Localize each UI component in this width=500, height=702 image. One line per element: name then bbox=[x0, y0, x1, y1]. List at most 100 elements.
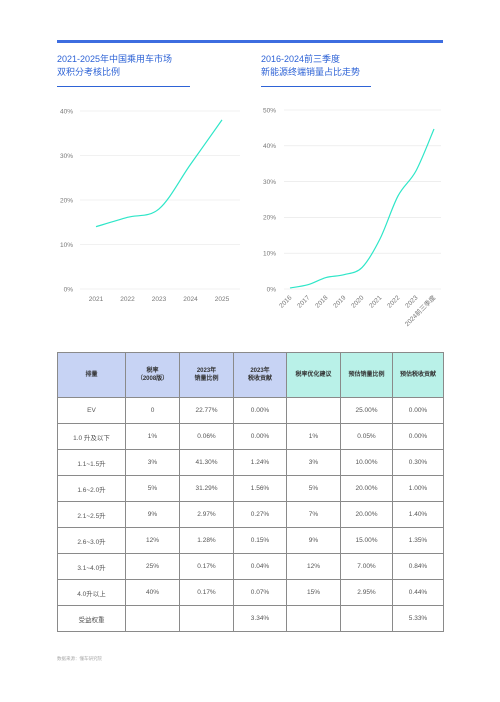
x-tick-label: 2018 bbox=[314, 294, 329, 309]
table-cell: 20.00% bbox=[340, 501, 393, 528]
chart1-title-underline bbox=[57, 86, 190, 87]
header-sales-share-2023: 2023年销量比例 bbox=[179, 352, 234, 398]
table-cell: 22.77% bbox=[179, 397, 234, 424]
table-cell: 3% bbox=[286, 449, 341, 476]
header-line: 税收贡献 bbox=[247, 376, 272, 382]
y-tick-label: 0% bbox=[64, 286, 74, 293]
table-cell: 0.30% bbox=[392, 449, 444, 476]
header-tax-contribution-2023: 2023年税收贡献 bbox=[233, 352, 287, 398]
table-cell: 2.97% bbox=[179, 501, 234, 528]
table-cell: 1.40% bbox=[392, 501, 444, 528]
table-cell: 3.34% bbox=[233, 605, 287, 632]
y-tick-label: 40% bbox=[263, 143, 276, 150]
header-tax-rate: 税率 （2008版） bbox=[125, 352, 180, 398]
x-tick-label: 2025 bbox=[215, 296, 230, 303]
y-tick-label: 20% bbox=[263, 215, 276, 222]
table-cell: 0.15% bbox=[233, 527, 287, 554]
table-cell bbox=[286, 397, 341, 424]
y-tick-label: 30% bbox=[60, 153, 73, 160]
header-line: 销量比例 bbox=[194, 376, 219, 382]
tax-table: 排量 税率 （2008版） 2023年 销量比例 2023年 税收贡献 税率优化建议 … bbox=[57, 352, 444, 632]
table-cell: 10.00% bbox=[340, 449, 393, 476]
table-row: 受益权重 3.34% 5.33% bbox=[57, 605, 444, 632]
table-row: 3.1~4.0升 25% 0.17% 0.04% 12% 7.00% 0.84% bbox=[57, 553, 444, 580]
table-cell: 0.04% bbox=[233, 553, 287, 580]
table-cell: 9% bbox=[125, 501, 180, 528]
y-tick-label: 0% bbox=[267, 286, 277, 293]
y-tick-label: 40% bbox=[60, 108, 73, 115]
table-row: EV 0 22.77% 0.00% 25.00% 0.00% bbox=[57, 397, 444, 424]
table-cell: 40% bbox=[125, 579, 180, 606]
table-cell: 0.00% bbox=[392, 397, 444, 424]
table-cell: 4.0升以上 bbox=[57, 579, 126, 606]
table-cell: 1.35% bbox=[392, 527, 444, 554]
chart2-title: 2016-2024前三季度 新能源终端销量占比走势 bbox=[261, 53, 360, 79]
table-cell: 41.30% bbox=[179, 449, 234, 476]
table-cell bbox=[286, 605, 341, 632]
table-cell: 0.17% bbox=[179, 553, 234, 580]
table-row: 1.6~2.0升 5% 31.29% 1.56% 5% 20.00% 1.00% bbox=[57, 475, 444, 502]
x-tick-label: 2022 bbox=[386, 294, 401, 309]
table-cell: 0.84% bbox=[392, 553, 444, 580]
chart2-title-underline bbox=[261, 86, 371, 87]
chart2-title-line1: 2016-2024前三季度 bbox=[261, 54, 341, 64]
chart1-title: 2021-2025年中国乘用车市场 双积分考核比例 bbox=[57, 53, 172, 79]
table-cell: 1.56% bbox=[233, 475, 287, 502]
source-note: 数据来源：懂车研究院 bbox=[57, 656, 102, 661]
table-cell: 1.28% bbox=[179, 527, 234, 554]
table-cell: 5% bbox=[125, 475, 180, 502]
table-cell: 0 bbox=[125, 397, 180, 424]
table-cell: 0.27% bbox=[233, 501, 287, 528]
x-tick-label: 2024前三季度 bbox=[402, 293, 437, 328]
y-tick-label: 50% bbox=[263, 107, 276, 114]
y-tick-label: 30% bbox=[263, 179, 276, 186]
x-tick-label: 2017 bbox=[296, 294, 311, 309]
table-cell: 3.1~4.0升 bbox=[57, 553, 126, 580]
header-line: 2023年 bbox=[196, 368, 217, 374]
table-cell: 15.00% bbox=[340, 527, 393, 554]
table-row: 2.6~3.0升 12% 1.28% 0.15% 9% 15.00% 1.35% bbox=[57, 527, 444, 554]
table-cell: 25.00% bbox=[340, 397, 393, 424]
table-cell: 0.00% bbox=[233, 397, 287, 424]
y-tick-label: 10% bbox=[263, 251, 276, 258]
table-cell bbox=[340, 605, 393, 632]
table-cell: 2.6~3.0升 bbox=[57, 527, 126, 554]
table-cell: 0.05% bbox=[340, 423, 393, 450]
table-cell: 0.44% bbox=[392, 579, 444, 606]
table-cell: 1.00% bbox=[392, 475, 444, 502]
table-cell: 受益权重 bbox=[57, 605, 126, 632]
header-line: 税率 bbox=[146, 368, 159, 374]
table-cell: EV bbox=[57, 397, 126, 424]
table-row: 1.1~1.5升 3% 41.30% 1.24% 3% 10.00% 0.30% bbox=[57, 449, 444, 476]
x-tick-label: 2024 bbox=[183, 296, 198, 303]
table-cell: 12% bbox=[286, 553, 341, 580]
header-rate-suggestion: 税率优化建议 bbox=[286, 352, 341, 398]
table-cell: 0.07% bbox=[233, 579, 287, 606]
header-estimated-tax-contribution: 预估税收贡献 bbox=[392, 352, 444, 398]
table-cell: 5% bbox=[286, 475, 341, 502]
x-tick-label: 2021 bbox=[89, 296, 104, 303]
header-line: 2023年 bbox=[250, 368, 270, 374]
table-cell: 0.00% bbox=[233, 423, 287, 450]
table-cell: 1% bbox=[286, 423, 341, 450]
header-displacement: 排量 bbox=[57, 352, 126, 398]
header-estimated-sales-share: 预估销量比例 bbox=[340, 352, 393, 398]
x-tick-label: 2021 bbox=[368, 294, 383, 309]
y-tick-label: 10% bbox=[60, 242, 73, 249]
series-line bbox=[289, 128, 435, 289]
table-cell: 0.00% bbox=[392, 423, 444, 450]
table-header-row: 排量 税率 （2008版） 2023年 销量比例 2023年 税收贡献 税率优化建议 … bbox=[57, 352, 444, 398]
table-cell: 1% bbox=[125, 423, 180, 450]
table-cell: 2.1~2.5升 bbox=[57, 501, 126, 528]
x-tick-label: 2016 bbox=[278, 294, 293, 309]
top-accent-bar bbox=[57, 40, 443, 43]
table-cell bbox=[179, 605, 234, 632]
x-tick-label: 2019 bbox=[332, 294, 347, 309]
table-cell: 7% bbox=[286, 501, 341, 528]
table-row: 1.0 升及以下 1% 0.06% 0.00% 1% 0.05% 0.00% bbox=[57, 423, 444, 450]
table-cell: 9% bbox=[286, 527, 341, 554]
table-cell: 5.33% bbox=[392, 605, 444, 632]
table-cell: 0.06% bbox=[179, 423, 234, 450]
chart1-title-line1: 2021-2025年中国乘用车市场 bbox=[57, 54, 173, 64]
header-line: （2008版） bbox=[136, 376, 169, 382]
